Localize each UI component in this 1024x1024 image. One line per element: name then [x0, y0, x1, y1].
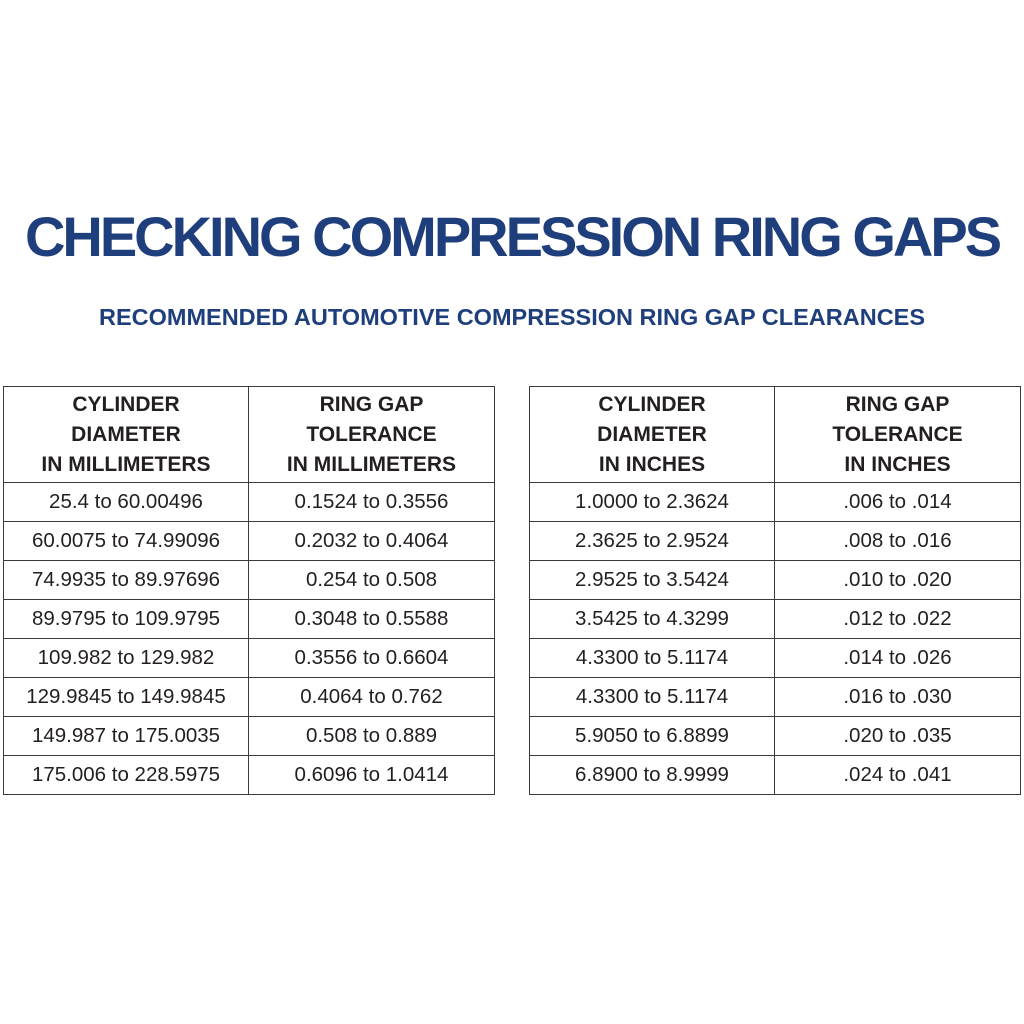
table-row: 60.0075 to 74.99096 0.2032 to 0.4064: [3, 521, 495, 561]
millimeters-table: CYLINDER DIAMETER IN MILLIMETERS RING GAP TO…: [3, 386, 495, 795]
table-row: 2.9525 to 3.5424.010 to .020: [529, 560, 1021, 600]
cylinder-diameter-cell: 149.987 to 175.0035: [3, 716, 249, 756]
cylinder-diameter-cell: 4.3300 to 5.1174: [529, 638, 775, 678]
table-row: 74.9935 to 89.97696 0.254 to 0.508: [3, 560, 495, 600]
header-row: CYLINDER DIAMETER IN MILLIMETERS RING GAP TO…: [3, 386, 495, 483]
cylinder-diameter-cell: 109.982 to 129.982: [3, 638, 249, 678]
ring-gap-tolerance-cell: 0.4064 to 0.762: [248, 677, 495, 717]
ring-gap-tolerance-cell: .012 to .022: [774, 599, 1021, 639]
page-subtitle: RECOMMENDED AUTOMOTIVE COMPRESSION RING …: [98, 304, 926, 330]
header-line: DIAMETER: [71, 422, 181, 446]
ring-gap-tolerance-header: RING GAP TOLERANCE IN INCHES: [774, 386, 1021, 483]
ring-gap-tolerance-cell: .010 to .020: [774, 560, 1021, 600]
cylinder-diameter-cell: 4.3300 to 5.1174: [529, 677, 775, 717]
cylinder-diameter-header: CYLINDER DIAMETER IN INCHES: [529, 386, 775, 483]
inches-table: CYLINDER DIAMETER IN INCHES RING GAP TOLERAN…: [529, 386, 1021, 795]
header-line: RING GAP: [845, 392, 950, 416]
ring-gap-tolerance-cell: .006 to .014: [774, 482, 1021, 522]
cylinder-diameter-cell: 2.9525 to 3.5424: [529, 560, 775, 600]
ring-gap-tolerance-cell: .016 to .030: [774, 677, 1021, 717]
table-row: 109.982 to 129.982 0.3556 to 0.6604: [3, 638, 495, 678]
ring-gap-tolerance-cell: 0.1524 to 0.3556: [248, 482, 495, 522]
header-line: IN MILLIMETERS: [286, 452, 457, 476]
ring-gap-tolerance-cell: 0.3048 to 0.5588: [248, 599, 495, 639]
cylinder-diameter-cell: 25.4 to 60.00496: [3, 482, 249, 522]
table-row: 89.9795 to 109.9795 0.3048 to 0.5588: [3, 599, 495, 639]
ring-gap-tolerance-cell: 0.254 to 0.508: [248, 560, 495, 600]
ring-gap-tolerance-cell: .014 to .026: [774, 638, 1021, 678]
cylinder-diameter-cell: 5.9050 to 6.8899: [529, 716, 775, 756]
header-line: RING GAP: [319, 392, 424, 416]
header-line: CYLINDER: [72, 392, 180, 416]
ring-gap-tolerance-header: RING GAP TOLERANCE IN MILLIMETERS: [248, 386, 495, 483]
table-row: 25.4 to 60.00496 0.1524 to 0.3556: [3, 482, 495, 522]
cylinder-diameter-cell: 60.0075 to 74.99096: [3, 521, 249, 561]
header-row: CYLINDER DIAMETER IN INCHES RING GAP TOLERAN…: [529, 386, 1021, 483]
table-row: 175.006 to 228.5975 0.6096 to 1.0414: [3, 755, 495, 795]
ring-gap-tolerance-cell: .008 to .016: [774, 521, 1021, 561]
table-row: 6.8900 to 8.9999.024 to .041: [529, 755, 1021, 795]
table-row: 5.9050 to 6.8899.020 to .035: [529, 716, 1021, 756]
cylinder-diameter-cell: 2.3625 to 2.9524: [529, 521, 775, 561]
cylinder-diameter-cell: 175.006 to 228.5975: [3, 755, 249, 795]
cylinder-diameter-header: CYLINDER DIAMETER IN MILLIMETERS: [3, 386, 249, 483]
header-line: IN INCHES: [844, 452, 951, 476]
header-line: TOLERANCE: [306, 422, 437, 446]
cylinder-diameter-cell: 129.9845 to 149.9845: [3, 677, 249, 717]
table-row: 3.5425 to 4.3299.012 to .022: [529, 599, 1021, 639]
header-line: IN INCHES: [598, 452, 706, 476]
header-line: TOLERANCE: [832, 422, 963, 446]
ring-gap-tolerance-cell: 0.2032 to 0.4064: [248, 521, 495, 561]
table-row: 149.987 to 175.0035 0.508 to 0.889: [3, 716, 495, 756]
header-line: DIAMETER: [597, 422, 707, 446]
cylinder-diameter-cell: 89.9795 to 109.9795: [3, 599, 249, 639]
ring-gap-tolerance-cell: 0.508 to 0.889: [248, 716, 495, 756]
cylinder-diameter-cell: 74.9935 to 89.97696: [3, 560, 249, 600]
header-line: CYLINDER: [598, 392, 706, 416]
header-line: IN MILLIMETERS: [41, 452, 211, 476]
table-row: 129.9845 to 149.9845 0.4064 to 0.762: [3, 677, 495, 717]
cylinder-diameter-cell: 3.5425 to 4.3299: [529, 599, 775, 639]
table-row: 4.3300 to 5.1174.014 to .026: [529, 638, 1021, 678]
cylinder-diameter-cell: 6.8900 to 8.9999: [529, 755, 775, 795]
ring-gap-tolerance-cell: 0.6096 to 1.0414: [248, 755, 495, 795]
ring-gap-tolerance-cell: .024 to .041: [774, 755, 1021, 795]
table-row: 2.3625 to 2.9524.008 to .016: [529, 521, 1021, 561]
table-row: 1.0000 to 2.3624.006 to .014: [529, 482, 1021, 522]
ring-gap-tolerance-cell: .020 to .035: [774, 716, 1021, 756]
table-row: 4.3300 to 5.1174.016 to .030: [529, 677, 1021, 717]
ring-gap-tolerance-cell: 0.3556 to 0.6604: [248, 638, 495, 678]
cylinder-diameter-cell: 1.0000 to 2.3624: [529, 482, 775, 522]
page-title: CHECKING COMPRESSION RING GAPS: [24, 205, 1002, 268]
